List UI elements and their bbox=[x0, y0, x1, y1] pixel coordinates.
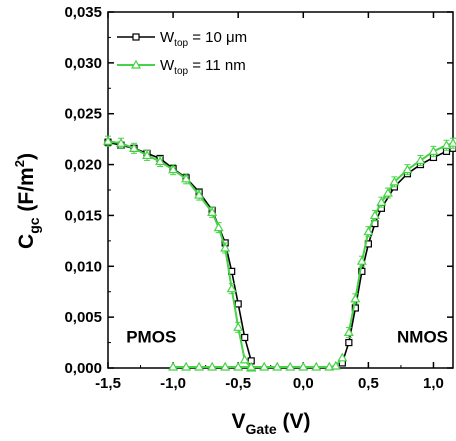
legend-marker bbox=[130, 59, 142, 69]
data-point bbox=[168, 164, 179, 174]
y-tick-label: 0,025 bbox=[64, 106, 102, 123]
data-point bbox=[220, 361, 231, 371]
data-point bbox=[194, 189, 205, 199]
x-tick-label: 1,0 bbox=[423, 375, 444, 392]
y-axis-title-sup: 2 bbox=[12, 160, 27, 167]
data-point bbox=[207, 361, 218, 371]
x-tick-label: 0,0 bbox=[293, 375, 314, 392]
series-line bbox=[347, 142, 454, 333]
data-point bbox=[102, 135, 114, 145]
data-point bbox=[168, 361, 179, 371]
data-point bbox=[324, 361, 335, 371]
annotation-nmos: NMOS bbox=[397, 328, 448, 347]
data-point bbox=[369, 210, 380, 220]
data-point bbox=[241, 333, 249, 342]
data-point bbox=[129, 143, 140, 152]
data-point bbox=[447, 138, 456, 147]
x-axis: -1,5 -1,0 -0,5 0,0 0,5 1,0 bbox=[95, 12, 444, 392]
x-tick-label: 0,5 bbox=[358, 375, 379, 392]
series-wtop-11nm bbox=[102, 135, 456, 372]
x-tick-label: -1,5 bbox=[95, 375, 121, 392]
data-point bbox=[239, 354, 250, 364]
data-point bbox=[155, 156, 166, 166]
y-axis-title: Cgc (F/m2) bbox=[12, 153, 42, 249]
x-tick-label: -0,5 bbox=[225, 375, 251, 392]
annotation-pmos: PMOS bbox=[126, 328, 176, 347]
legend-marker bbox=[132, 33, 140, 41]
data-point bbox=[343, 327, 354, 336]
svg-text:VGate (V): VGate (V) bbox=[232, 410, 311, 437]
data-point bbox=[337, 352, 348, 362]
data-point bbox=[213, 222, 224, 232]
y-tick-label: 0,035 bbox=[64, 4, 102, 21]
y-axis-title-main: C bbox=[15, 234, 38, 249]
legend-label: Wtop = 10 μm bbox=[160, 29, 247, 49]
x-axis-title-unit: (V) bbox=[277, 410, 311, 433]
data-point bbox=[382, 187, 393, 197]
legend: Wtop = 10 μm Wtop = 11 nm bbox=[117, 29, 247, 77]
x-axis-title-sub: Gate bbox=[246, 421, 277, 437]
data-point bbox=[389, 176, 400, 186]
data-point bbox=[233, 322, 244, 331]
y-axis-title-close: ) bbox=[15, 153, 38, 160]
data-point bbox=[181, 361, 192, 371]
data-point bbox=[194, 361, 205, 371]
data-point bbox=[181, 173, 192, 183]
x-axis-title-main: V bbox=[232, 410, 246, 433]
legend-label: Wtop = 11 nm bbox=[160, 57, 246, 77]
y-axis: 0,000 0,005 0,010 0,015 0,020 0,025 0,030 0,035 bbox=[64, 4, 453, 377]
data-point bbox=[428, 146, 439, 155]
data-point bbox=[298, 361, 309, 371]
y-axis-title-sub: gc bbox=[26, 217, 42, 234]
y-tick-label: 0,005 bbox=[64, 309, 102, 326]
data-point bbox=[234, 300, 242, 308]
data-point bbox=[233, 361, 244, 371]
data-point bbox=[376, 196, 387, 206]
y-axis-title-unit: (F/m bbox=[15, 167, 38, 217]
svg-text:Cgc (F/m2): Cgc (F/m2) bbox=[12, 153, 42, 249]
data-point bbox=[207, 207, 218, 216]
data-point bbox=[142, 150, 153, 160]
x-axis-title: VGate (V) bbox=[232, 410, 311, 437]
y-tick-label: 0,015 bbox=[64, 207, 102, 224]
data-point bbox=[350, 293, 361, 303]
data-point bbox=[363, 226, 374, 236]
y-tick-label: 0,000 bbox=[64, 360, 102, 377]
data-point bbox=[345, 338, 353, 347]
data-point bbox=[356, 255, 367, 265]
data-point bbox=[115, 138, 127, 147]
data-point bbox=[220, 242, 231, 252]
data-point bbox=[285, 361, 296, 371]
y-tick-label: 0,010 bbox=[64, 258, 102, 275]
data-point bbox=[272, 361, 283, 371]
data-point bbox=[351, 304, 359, 312]
data-point bbox=[246, 361, 257, 371]
data-point bbox=[330, 360, 341, 370]
data-point bbox=[259, 361, 270, 371]
data-point bbox=[415, 155, 426, 165]
data-point bbox=[311, 361, 322, 371]
x-tick-label: -1,0 bbox=[160, 375, 186, 392]
y-tick-label: 0,030 bbox=[64, 55, 102, 72]
data-point bbox=[226, 283, 237, 293]
data-point bbox=[358, 267, 366, 275]
data-point bbox=[402, 164, 413, 174]
y-tick-label: 0,020 bbox=[64, 157, 102, 174]
